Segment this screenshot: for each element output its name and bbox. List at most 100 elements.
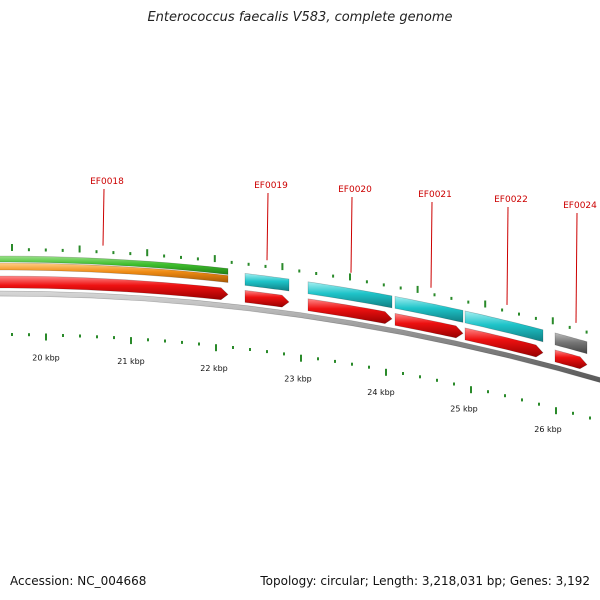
scale-tick xyxy=(181,340,183,344)
tick-mark xyxy=(163,254,166,258)
tick-mark xyxy=(281,263,284,271)
scale-tick xyxy=(232,346,234,349)
gene-label-EF0022: EF0022 xyxy=(494,195,528,205)
cds-arrow-EF0020 xyxy=(307,298,393,324)
gene-label-EF0024: EF0024 xyxy=(563,201,597,211)
tick-mark xyxy=(196,257,199,261)
scale-tick xyxy=(113,336,115,340)
tick-mark xyxy=(247,262,250,266)
genome-backbone xyxy=(0,290,600,383)
tick-mark xyxy=(365,280,368,284)
tick-mark xyxy=(298,269,301,273)
cds-arrow-EF0019 xyxy=(244,290,290,308)
tick-mark xyxy=(27,248,30,252)
tick-mark xyxy=(501,308,504,312)
scale-tick xyxy=(504,394,506,398)
scale-tick xyxy=(96,335,98,339)
scale-tick xyxy=(198,342,200,346)
scale-tick xyxy=(266,350,268,354)
tick-mark xyxy=(484,300,487,308)
gene-leader-line xyxy=(266,192,269,261)
scale-label-3: 23 kbp xyxy=(284,374,312,383)
gene-label-EF0021: EF0021 xyxy=(418,190,452,200)
scale-tick xyxy=(317,357,319,361)
scale-label-4: 24 kbp xyxy=(367,388,395,397)
tick-mark xyxy=(450,296,453,300)
scale-tick xyxy=(11,333,13,336)
gene-leader-line xyxy=(102,188,105,246)
scale-tick xyxy=(28,333,30,337)
scale-label-2: 22 kbp xyxy=(200,364,228,373)
cds-arrow-EF0022 xyxy=(464,327,544,358)
gene-label-EF0019: EF0019 xyxy=(254,181,288,191)
product-track-EF0021 xyxy=(394,296,464,323)
genome-summary-text: Topology: circular; Length: 3,218,031 bp… xyxy=(260,574,590,588)
tick-mark xyxy=(433,293,436,297)
gene-leader-line xyxy=(575,212,578,323)
tick-mark xyxy=(112,251,115,255)
tick-mark xyxy=(180,255,182,259)
product-track-EF0020 xyxy=(307,281,393,309)
gene-labels: EF0018 EF0019 EF0020 EF0021 EF0022 EF0024 xyxy=(90,177,597,323)
scale-tick xyxy=(249,348,251,351)
scale-tick xyxy=(487,390,489,394)
scale-label-1: 21 kbp xyxy=(117,357,145,366)
scale-tick xyxy=(572,411,574,415)
tick-mark xyxy=(534,316,537,320)
scale-tick xyxy=(453,382,455,386)
tick-mark xyxy=(518,312,520,316)
tick-mark xyxy=(568,325,571,329)
scale-tick xyxy=(351,362,353,366)
tick-mark xyxy=(467,300,470,304)
backbone-line xyxy=(0,290,600,383)
tick-mark xyxy=(585,330,588,334)
tick-mark xyxy=(230,260,233,264)
scale-tick xyxy=(402,372,404,375)
accession-text: Accession: NC_004668 xyxy=(10,574,147,588)
scale-tick xyxy=(215,344,217,352)
feature-tracks xyxy=(0,255,588,370)
scale-tick xyxy=(555,407,557,415)
gene-leader-line xyxy=(506,206,509,305)
scale-tick xyxy=(130,337,132,345)
scale-tick xyxy=(283,352,285,356)
scale-tick xyxy=(589,416,591,420)
gene-label-EF0020: EF0020 xyxy=(338,185,372,195)
scale-tick xyxy=(385,368,387,376)
scale-label-5: 25 kbp xyxy=(450,405,478,414)
tick-mark xyxy=(349,273,351,281)
scale-tick-marks xyxy=(11,333,591,420)
tick-mark xyxy=(11,244,13,251)
product-track-EF0018 xyxy=(0,262,229,283)
tick-mark xyxy=(382,283,385,287)
product-track-EF0022 xyxy=(464,310,544,343)
tick-mark xyxy=(332,274,335,278)
scale-tick xyxy=(79,334,81,338)
product-track-EF0019 xyxy=(244,273,290,292)
tick-mark xyxy=(264,264,267,268)
tick-mark xyxy=(129,252,132,256)
scale-tick xyxy=(538,402,540,406)
scale-tick xyxy=(45,333,47,341)
scale-tick xyxy=(470,386,472,394)
tick-mark xyxy=(399,286,402,290)
tick-mark xyxy=(551,317,554,325)
scale-tick xyxy=(62,334,64,337)
tick-mark xyxy=(78,245,81,253)
scale-tick xyxy=(436,378,438,382)
map-title: Enterococcus faecalis V583, complete gen… xyxy=(147,10,453,25)
cds-arrow-EF0018 xyxy=(0,275,229,301)
scale-tick xyxy=(147,338,149,342)
gene-label-EF0018: EF0018 xyxy=(90,177,124,187)
tick-mark xyxy=(315,272,318,275)
rna-track-EF0018 xyxy=(0,255,229,275)
scale-label-0: 20 kbp xyxy=(32,354,60,363)
scale-tick xyxy=(334,359,336,363)
scale-tick xyxy=(419,375,421,379)
product-track-EF0024 xyxy=(554,332,588,355)
cds-arrow-EF0021 xyxy=(394,313,464,339)
scale-tick xyxy=(300,354,302,362)
gene-leader-line xyxy=(430,201,433,288)
scale-label-6: 26 kbp xyxy=(534,425,562,434)
